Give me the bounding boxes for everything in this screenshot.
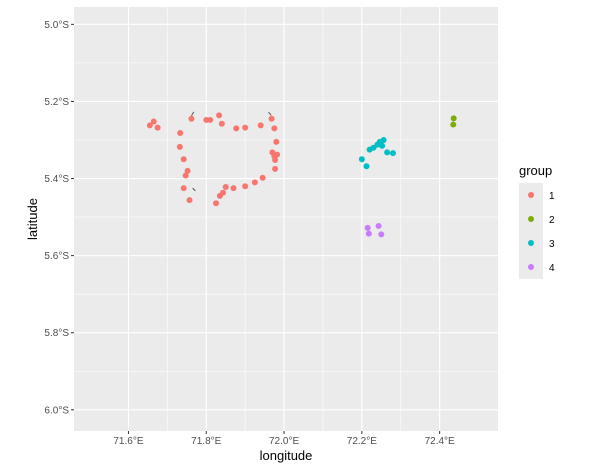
data-point-group-1 bbox=[251, 179, 258, 186]
data-point-group-1 bbox=[216, 112, 223, 119]
data-point-group-3 bbox=[384, 149, 391, 156]
data-point-group-1 bbox=[177, 130, 184, 137]
y-tick-label: 6.0°S bbox=[44, 405, 69, 416]
data-point-group-3 bbox=[389, 150, 396, 157]
data-point-group-2 bbox=[450, 115, 457, 122]
x-tick-label: 72.2°E bbox=[347, 436, 377, 447]
legend-label-group-3: 3 bbox=[549, 239, 555, 250]
data-point-group-1 bbox=[212, 200, 219, 207]
data-point-group-1 bbox=[180, 156, 187, 163]
data-point-group-2 bbox=[450, 121, 457, 128]
data-point-group-1 bbox=[207, 116, 214, 123]
legend-key-group-2 bbox=[528, 216, 534, 222]
data-point-group-1 bbox=[184, 167, 191, 174]
legend-key-group-4 bbox=[528, 264, 534, 270]
data-point-group-1 bbox=[222, 184, 229, 191]
data-point-group-1 bbox=[272, 157, 279, 164]
data-point-group-1 bbox=[150, 118, 157, 125]
data-point-group-1 bbox=[154, 124, 161, 131]
y-tick-label: 5.0°S bbox=[44, 20, 69, 31]
data-point-group-1 bbox=[274, 151, 281, 158]
data-point-group-1 bbox=[272, 165, 279, 172]
data-point-group-4 bbox=[364, 224, 371, 231]
data-point-group-1 bbox=[182, 172, 189, 179]
path-segment bbox=[192, 187, 196, 192]
data-point-group-1 bbox=[242, 183, 249, 190]
data-point-group-1 bbox=[180, 185, 187, 192]
data-point-group-1 bbox=[176, 143, 183, 150]
y-tick-label: 5.8°S bbox=[44, 328, 69, 339]
legend-key-group-3 bbox=[528, 240, 534, 246]
data-point-group-1 bbox=[257, 122, 264, 129]
data-point-group-4 bbox=[375, 222, 382, 229]
legend: group 1 2 3 4 bbox=[519, 163, 555, 279]
y-tick-label: 5.2°S bbox=[44, 97, 69, 108]
x-tick-label: 72.4°E bbox=[425, 436, 455, 447]
data-point-group-1 bbox=[230, 185, 237, 192]
data-point-group-1 bbox=[188, 115, 195, 122]
legend-key-group-1 bbox=[528, 192, 534, 198]
data-point-group-3 bbox=[363, 163, 370, 170]
legend-keys: 1 2 3 4 bbox=[519, 183, 555, 279]
data-point-group-1 bbox=[216, 192, 223, 199]
legend-label-group-2: 2 bbox=[549, 215, 555, 226]
data-point-group-1 bbox=[271, 125, 278, 132]
minor-gridlines bbox=[74, 7, 498, 431]
data-point-group-1 bbox=[268, 115, 275, 122]
legend-title: group bbox=[519, 163, 552, 178]
data-point-group-1 bbox=[273, 138, 280, 145]
plot-panel bbox=[74, 7, 498, 431]
data-point-group-1 bbox=[218, 120, 225, 127]
y-axis-title: latitude bbox=[25, 198, 40, 240]
data-point-group-3 bbox=[358, 156, 365, 163]
x-axis-title: longitude bbox=[260, 448, 313, 463]
data-point-group-1 bbox=[259, 174, 266, 181]
path-segment bbox=[191, 111, 195, 116]
path-segment bbox=[268, 111, 272, 116]
major-gridlines bbox=[74, 7, 498, 431]
data-point-group-4 bbox=[365, 230, 372, 237]
data-point-group-4 bbox=[378, 231, 385, 238]
data-points bbox=[146, 112, 457, 238]
data-point-group-3 bbox=[380, 136, 387, 143]
data-point-group-1 bbox=[233, 125, 240, 132]
x-tick-label: 71.6°E bbox=[113, 436, 143, 447]
x-tick-label: 72.0°E bbox=[269, 436, 299, 447]
legend-label-group-4: 4 bbox=[549, 263, 555, 274]
y-tick-label: 5.6°S bbox=[44, 251, 69, 262]
data-point-group-1 bbox=[146, 122, 153, 129]
x-tick-label: 71.8°E bbox=[191, 436, 221, 447]
data-point-group-1 bbox=[242, 124, 249, 131]
data-point-group-3 bbox=[379, 142, 386, 149]
y-axis-ticks: 5.0°S 5.2°S 5.4°S 5.6°S 5.8°S 6.0°S bbox=[44, 20, 74, 416]
path-segments bbox=[191, 111, 272, 192]
data-point-group-1 bbox=[186, 197, 193, 204]
x-axis-ticks: 71.6°E 71.8°E 72.0°E 72.2°E 72.4°E bbox=[113, 431, 455, 447]
y-tick-label: 5.4°S bbox=[44, 174, 69, 185]
legend-label-group-1: 1 bbox=[549, 191, 555, 202]
